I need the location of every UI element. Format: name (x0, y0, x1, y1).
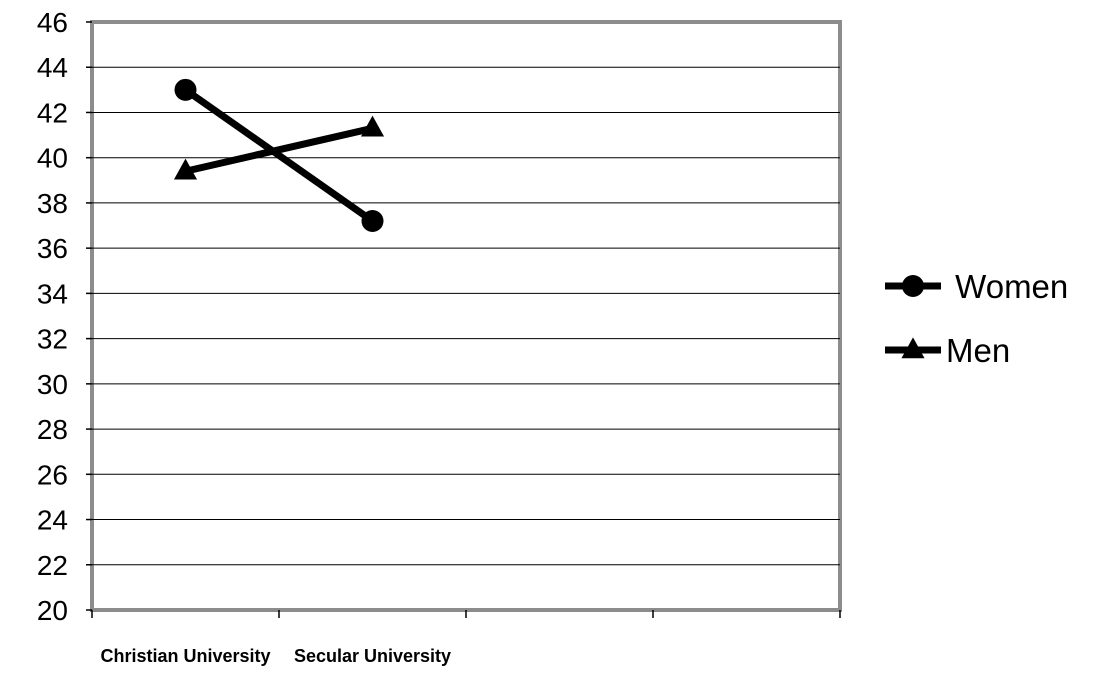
data-point-men (173, 158, 198, 180)
data-point-women (361, 210, 384, 233)
legend-marker (902, 275, 924, 297)
y-tick-label: 42 (37, 97, 68, 128)
legend-item-women: Women (885, 268, 1068, 305)
y-tick-label: 22 (37, 550, 68, 581)
data-point-women (174, 78, 197, 101)
series-men (173, 115, 385, 180)
y-tick-label: 32 (37, 324, 68, 355)
data-point-men (360, 115, 385, 137)
y-tick-label: 20 (37, 595, 68, 626)
legend-label: Men (946, 332, 1010, 369)
tick-labels: 20 22 24 26 28 30 32 34 36 38 40 42 44 46 Christian Un… (37, 7, 451, 666)
x-tick-label: Secular University (294, 646, 451, 666)
legend-marker (901, 337, 925, 359)
y-tick-label: 38 (37, 188, 68, 219)
x-tick-label: Christian University (100, 646, 270, 666)
legend-item-men: Men (885, 332, 1010, 369)
y-tick-label: 44 (37, 52, 68, 83)
axes (86, 21, 841, 618)
y-tick-label: 46 (37, 7, 68, 38)
legend-label: Women (946, 268, 1068, 305)
y-tick-label: 24 (37, 505, 68, 536)
plot-area (90, 20, 842, 612)
series-group (173, 78, 385, 233)
y-tick-label: 36 (37, 233, 68, 264)
y-tick-label: 40 (37, 143, 68, 174)
series-women (174, 78, 384, 233)
series-line-women (183, 86, 375, 224)
series-line-men (184, 124, 374, 175)
legend: Women Men (885, 268, 1068, 369)
y-tick-label: 30 (37, 369, 68, 400)
y-tick-label: 26 (37, 459, 68, 490)
y-tick-label: 28 (37, 414, 68, 445)
y-tick-label: 34 (37, 278, 68, 309)
